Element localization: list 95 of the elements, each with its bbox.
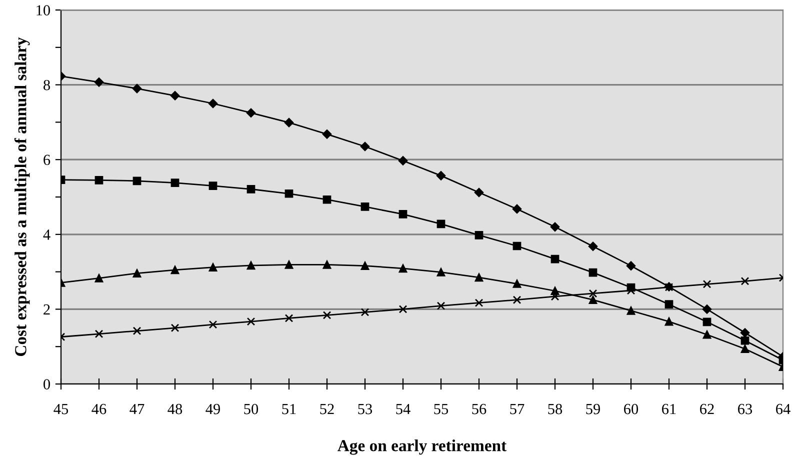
point [702,280,712,288]
y-tick-label: 6 [44,154,50,166]
point [740,336,750,345]
point [132,326,142,336]
point [170,178,180,187]
x-tick-label: 47 [130,404,144,414]
point [360,308,370,316]
point [170,91,180,100]
point [246,108,256,118]
point [246,317,256,326]
point [398,264,408,273]
x-tick-label: 57 [510,404,524,414]
point [436,171,446,180]
x-tick-label: 46 [92,404,106,414]
point [588,268,598,277]
x-tick-label: 51 [282,404,296,414]
point [512,280,522,288]
point [512,296,522,304]
point [512,242,522,250]
y-tick-label: 4 [43,230,50,240]
point [322,311,332,320]
x-tick-label: 60 [624,404,638,414]
point [702,318,712,326]
point [664,317,674,326]
x-tick-label: 62 [700,404,714,414]
point [360,262,370,270]
point [132,176,142,186]
point [588,289,598,298]
x-tick-label: 55 [434,404,448,414]
point [208,98,218,108]
point [170,266,180,274]
y-tick-label: 8 [44,80,50,90]
point [702,304,712,314]
y-tick-label: 0 [44,379,50,390]
x-tick-label: 64 [776,404,790,414]
point [740,328,750,338]
x-tick-label: 45 [54,404,68,414]
point [740,344,750,354]
point [398,156,408,166]
point [588,242,598,251]
x-tick-label: 54 [396,404,410,414]
point [246,184,256,194]
point [398,210,408,218]
point [740,276,750,286]
x-tick-label: 61 [662,404,676,414]
point [550,222,560,232]
point [398,305,408,314]
point [170,324,180,332]
point [94,176,104,184]
point [284,118,294,128]
point [474,188,484,198]
point [94,78,104,87]
point [474,298,484,308]
point [322,260,332,269]
point [284,314,294,322]
x-tick-label: 63 [738,404,752,414]
x-tick-label: 50 [244,404,258,414]
point [474,230,484,240]
point [436,302,446,310]
point [474,273,484,282]
x-tick-label: 53 [358,404,372,414]
point [512,204,522,214]
point [246,261,256,270]
point [322,195,332,204]
point [550,254,560,264]
point [94,330,104,338]
y-tick-label: 2 [44,304,50,314]
point [626,261,636,270]
point [208,182,218,190]
point [588,296,598,304]
point [284,189,294,198]
point [284,260,294,269]
point [436,268,446,276]
point [702,330,712,339]
point [360,202,370,211]
x-tick-label: 48 [168,404,182,414]
point [360,142,370,152]
x-tick-label: 56 [472,404,486,414]
x-tick-label: 49 [206,404,220,414]
point [436,220,446,228]
point [132,269,142,278]
y-axis-title: Cost expressed as a multiple of annual salary [14,37,30,356]
point [322,130,332,139]
point [626,306,636,315]
y-tick-label: 10 [36,5,50,16]
point [94,274,104,282]
x-tick-label: 58 [548,404,562,414]
point [208,320,218,329]
x-tick-label: 52 [320,404,334,414]
x-tick-label: 59 [586,404,600,414]
point [664,300,674,309]
point [550,292,560,301]
point [208,263,218,272]
point [132,84,142,94]
x-axis-title: Age on early retirement [338,440,507,455]
